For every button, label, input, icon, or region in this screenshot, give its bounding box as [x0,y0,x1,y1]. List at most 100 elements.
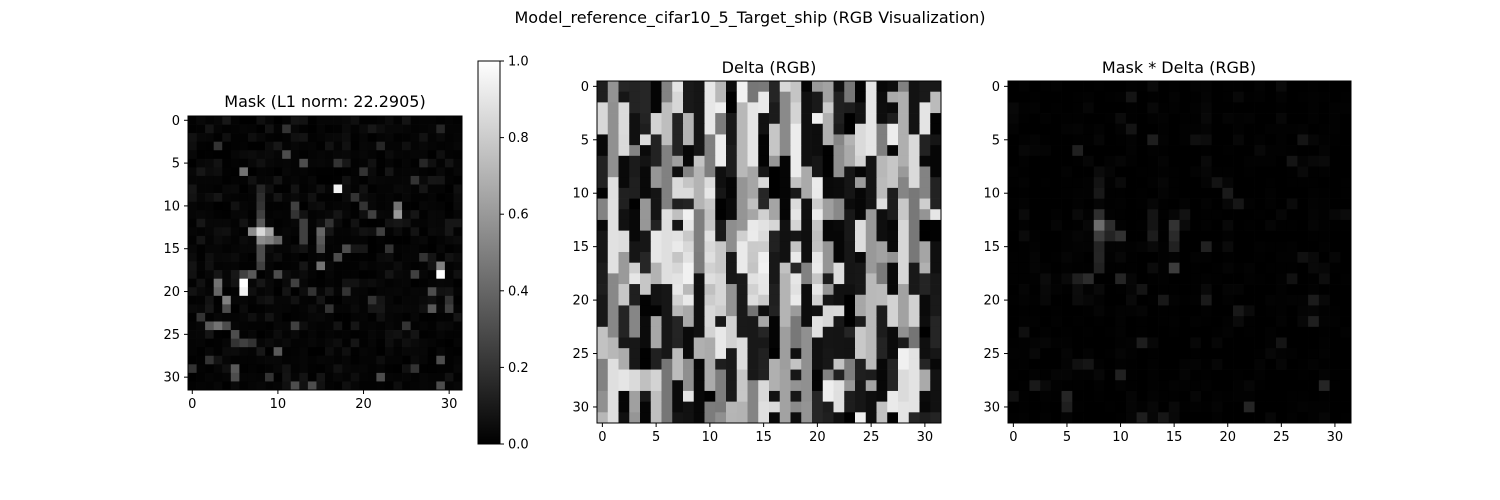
masked-delta-cell [1061,187,1073,199]
mask-cell [205,193,215,202]
masked-delta-cell [1200,412,1213,424]
mask-cell [290,330,300,339]
masked-delta-cell [1061,102,1073,114]
delta-cell [736,113,748,125]
masked-delta-cell [1115,326,1127,338]
delta-cell [930,369,942,381]
masked-delta-cell [1029,113,1041,125]
mask-cell [316,210,326,220]
mask-cell [376,381,386,391]
masked-delta-cell [1029,166,1041,178]
mask-cell [419,218,429,228]
masked-delta-cell [1136,273,1148,285]
masked-delta-cell [1211,113,1223,125]
mask-cell [265,347,274,357]
delta-cell [747,123,759,135]
mask-cell [299,261,309,271]
masked-delta-cell [1286,241,1298,253]
mask-cell [273,261,283,271]
delta-cell [855,380,867,392]
delta-cell [865,91,877,103]
delta-cell [887,358,899,370]
masked-delta-cell [1083,412,1095,424]
masked-delta-cell [1275,155,1288,167]
mask-cell [342,227,352,237]
mask-cell [256,141,266,151]
delta-cell [812,134,824,146]
mask-cell [205,364,215,374]
mask-cell [265,158,274,168]
mask-cell [247,116,257,125]
mask-cell [205,287,215,297]
masked-delta-cell [1168,81,1180,93]
mask-colorbar: 0.00.20.40.60.81.0 [477,55,529,453]
delta-cell [640,145,652,157]
delta-cell [930,252,942,264]
delta-cell [629,241,641,253]
masked-delta-cell [1254,209,1266,221]
masked-delta-cell [1329,284,1341,296]
mask-cell [265,295,274,305]
delta-cell [908,358,920,370]
delta-cell [693,198,705,210]
masked-delta-cell [1168,316,1180,328]
masked-delta-cell [1061,316,1073,328]
delta-cell [822,316,834,328]
mask-cell [350,124,360,134]
colorbar-tick-label: 0.0 [508,438,529,453]
delta-cell [833,145,845,157]
delta-cell [855,412,867,424]
delta-cell [629,316,641,328]
masked-delta-cell [1308,177,1320,189]
mask-cell [367,227,377,237]
delta-cell [693,219,705,231]
masked-delta-cell [1254,145,1266,157]
masked-delta-cell [1211,134,1223,146]
masked-delta-cell [1308,326,1320,338]
delta-cell [607,177,619,189]
mask-cell [402,287,411,297]
mask-cell [419,124,429,134]
masked-delta-cell [1179,81,1191,93]
delta-cell [865,166,877,178]
delta-cell [661,155,673,167]
masked-delta-cell [1211,102,1223,114]
delta-cell [833,177,845,189]
mask-cell [376,184,386,194]
delta-cell [930,187,942,199]
masked-delta-cell [1286,305,1298,317]
mask-cell [213,253,223,262]
colorbar-ticks: 0.00.20.40.60.81.0 [500,55,529,453]
masked-delta-cell [1050,230,1062,242]
masked-delta-cell [1200,219,1213,231]
delta-cell [801,305,813,317]
mask-cell [427,158,437,168]
mask-cell [367,312,377,322]
masked-delta-cell [1040,390,1052,402]
masked-delta-cell [1211,155,1223,167]
masked-delta-cell [1179,219,1191,231]
masked-delta-cell [1286,412,1298,424]
mask-cell [436,321,446,331]
masked-delta-cell [1211,337,1223,349]
mask-cell [290,133,300,143]
delta-cell [704,305,716,317]
delta-cell [769,305,781,317]
mask-cell [196,133,206,143]
masked-delta-cell [1254,348,1266,360]
delta-cell [726,198,738,210]
delta-cell [683,91,695,103]
masked-delta-cell [1147,241,1159,253]
masked-delta-cell [1297,348,1309,360]
delta-xtick-label: 10 [702,430,719,445]
masked-delta-cell [1179,305,1191,317]
mask-cell [282,330,292,339]
delta-cell [715,123,727,135]
masked-delta-cell [1275,305,1288,317]
masked-delta-cell [1072,337,1084,349]
masked-delta-cell [1029,209,1041,221]
delta-cell [736,284,748,296]
mask-cell [376,150,386,160]
masked-delta-cell [1040,155,1052,167]
delta-cell [704,401,716,413]
